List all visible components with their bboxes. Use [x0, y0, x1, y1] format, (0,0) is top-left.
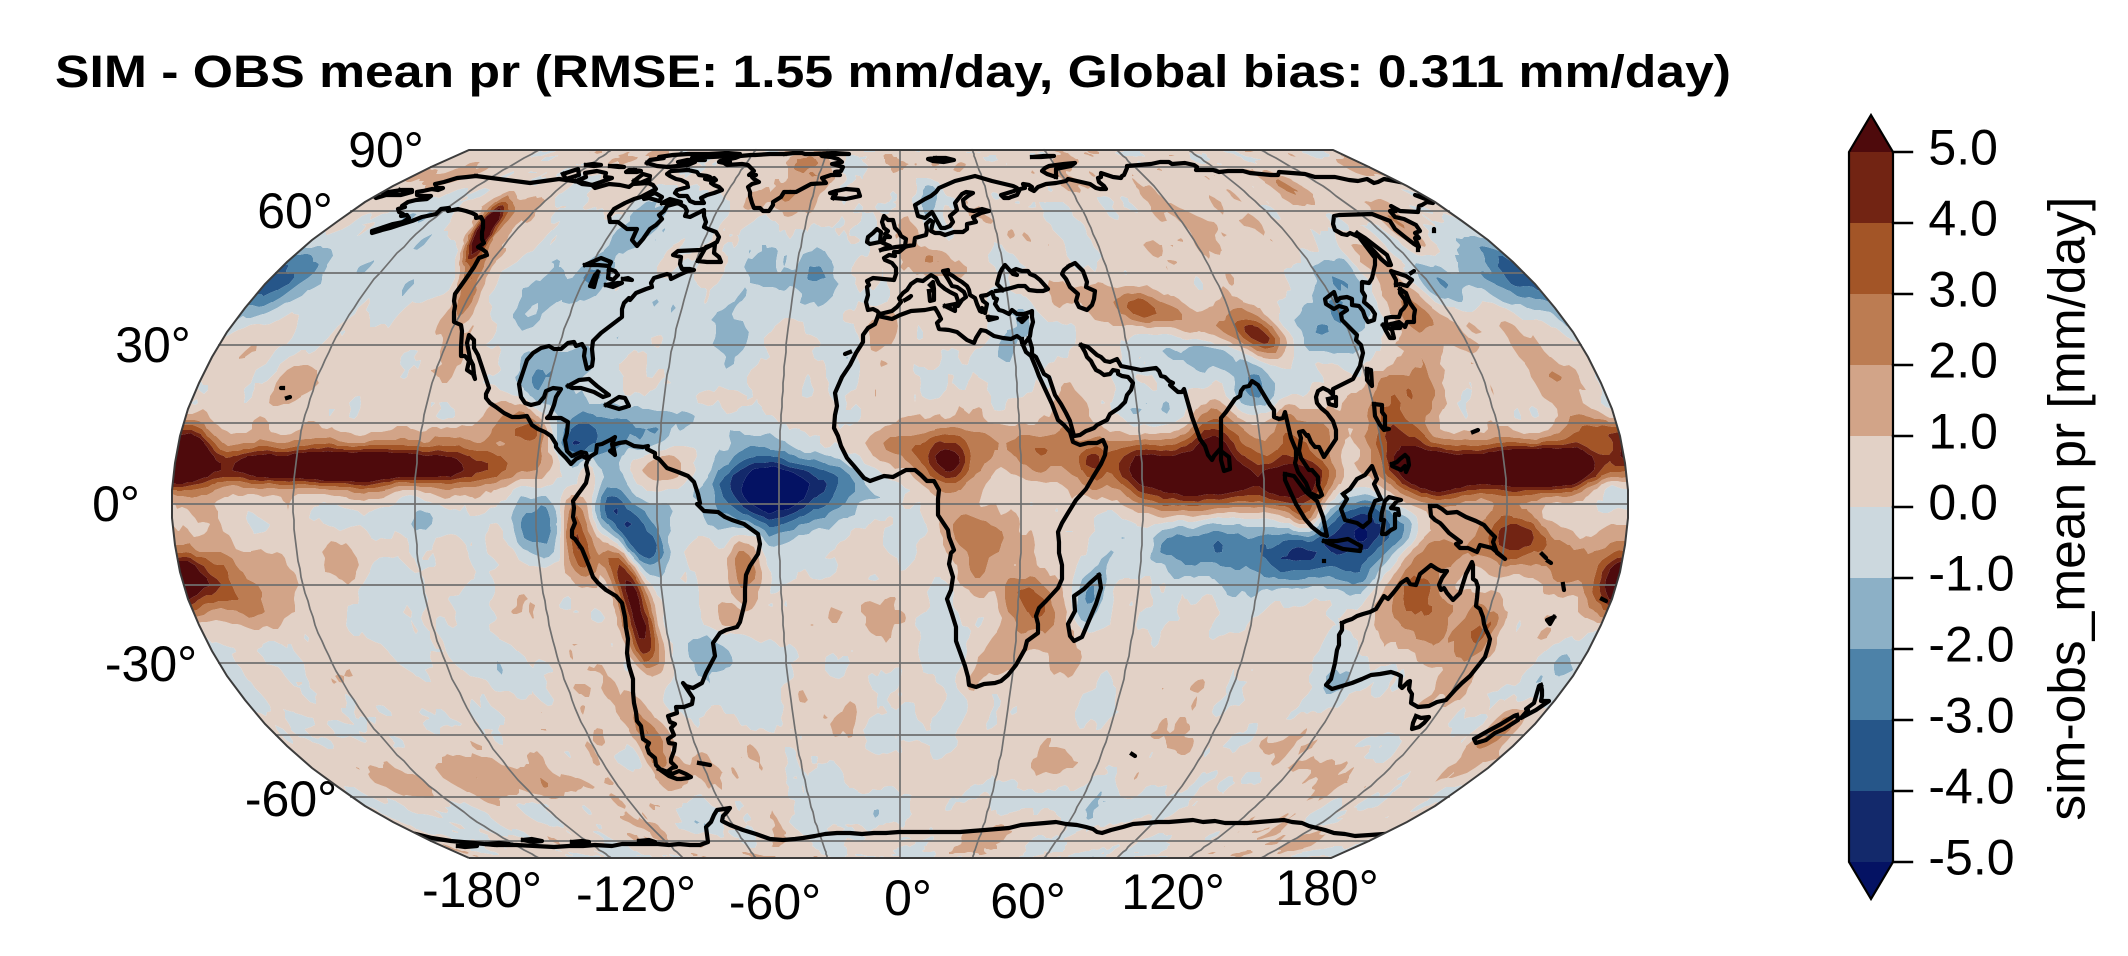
svg-text:sim-obs_mean pr [mm/day]: sim-obs_mean pr [mm/day] — [2037, 197, 2095, 821]
svg-text:SIM - OBS mean pr (RMSE: 1.55: SIM - OBS mean pr (RMSE: 1.55 mm/day, Gl… — [55, 46, 1731, 97]
svg-text:180°: 180° — [1275, 860, 1378, 916]
svg-text:0°: 0° — [92, 476, 140, 532]
svg-text:4.0: 4.0 — [1928, 191, 1998, 247]
svg-text:1.0: 1.0 — [1928, 404, 1998, 460]
svg-text:2.0: 2.0 — [1928, 333, 1998, 389]
svg-text:0.0: 0.0 — [1928, 475, 1998, 531]
svg-text:5.0: 5.0 — [1928, 120, 1998, 176]
svg-text:-4.0: -4.0 — [1928, 759, 2014, 815]
svg-text:-60°: -60° — [729, 874, 821, 930]
svg-text:90°: 90° — [348, 122, 424, 178]
svg-text:-2.0: -2.0 — [1928, 617, 2014, 673]
svg-text:-5.0: -5.0 — [1928, 830, 2014, 886]
svg-text:60°: 60° — [990, 873, 1066, 929]
svg-text:60°: 60° — [257, 183, 333, 239]
svg-text:-120°: -120° — [576, 866, 696, 922]
svg-text:-180°: -180° — [422, 862, 542, 918]
svg-text:120°: 120° — [1121, 864, 1224, 920]
svg-text:-30°: -30° — [105, 636, 197, 692]
svg-text:-3.0: -3.0 — [1928, 688, 2014, 744]
svg-text:-1.0: -1.0 — [1928, 546, 2014, 602]
svg-text:30°: 30° — [115, 317, 191, 373]
svg-text:-60°: -60° — [245, 771, 337, 827]
svg-text:3.0: 3.0 — [1928, 262, 1998, 318]
svg-text:0°: 0° — [884, 870, 932, 926]
